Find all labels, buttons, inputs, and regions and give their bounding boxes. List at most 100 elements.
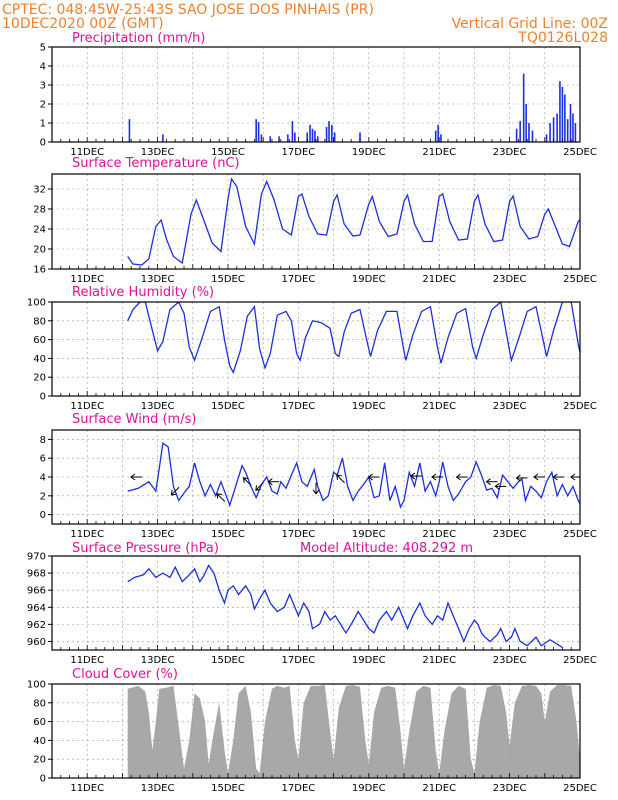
- precip-bar: [331, 124, 333, 142]
- x-tick-label: 23DEC: [493, 274, 527, 285]
- precip-bar: [437, 124, 439, 142]
- precip-bar: [522, 73, 525, 142]
- precip-bar: [528, 123, 530, 142]
- x-tick-label: 11DEC: [70, 655, 104, 666]
- wind-arrow: [170, 486, 180, 496]
- wind-arrow: [255, 482, 264, 491]
- precip-bar: [531, 130, 534, 142]
- y-tick-label: 16: [33, 265, 46, 276]
- wind-arrow: [367, 473, 380, 481]
- wind-arrow: [267, 478, 280, 486]
- wind-arrow: [515, 474, 528, 482]
- precip-bar: [314, 130, 316, 142]
- model-altitude-label: Model Altitude: 408.292 m: [300, 541, 473, 556]
- plot-frame: [51, 173, 581, 270]
- precip-bar: [556, 113, 558, 142]
- precip-bar: [328, 121, 330, 142]
- y-tick-label: 28: [33, 205, 46, 216]
- y-tick-label: 2: [40, 100, 46, 111]
- y-tick-label: 80: [33, 698, 46, 709]
- cloud-cover-panel: Cloud Cover (%) 0 20 40 60 80 100 11DEC 13DEC 15…: [27, 667, 597, 794]
- precip-bar: [559, 81, 561, 142]
- precip-bar: [257, 122, 260, 142]
- y-tick-label: 100: [27, 298, 46, 309]
- precip-bar: [260, 134, 263, 142]
- y-tick-label: 962: [27, 620, 46, 631]
- x-tick-label: 23DEC: [493, 655, 527, 666]
- wind-arrow: [590, 473, 601, 479]
- y-tick-label: 1: [40, 119, 46, 130]
- series-line: [127, 442, 580, 509]
- x-tick-label: 15DEC: [211, 529, 245, 540]
- x-tick-label: 13DEC: [141, 529, 175, 540]
- precip-bar: [552, 117, 555, 142]
- plot-area: [52, 47, 611, 142]
- x-tick-label: 13DEC: [141, 783, 175, 794]
- precip-bar: [291, 121, 294, 142]
- x-tick-label: 21DEC: [422, 655, 456, 666]
- y-tick-label: 0: [40, 138, 46, 149]
- wind-arrow: [242, 477, 252, 486]
- x-tick-label: 17DEC: [282, 147, 316, 158]
- y-tick-label: 20: [33, 245, 46, 256]
- wind-arrow: [312, 482, 320, 495]
- x-tick-label: 15DEC: [211, 401, 245, 412]
- y-tick-label: 0: [40, 774, 46, 785]
- pressure-panel: Surface Pressure (hPa) Model Altitude: 4…: [27, 541, 597, 666]
- y-tick-label: 0: [40, 392, 46, 403]
- x-tick-label: 21DEC: [422, 274, 456, 285]
- temperature-title: Surface Temperature (nC): [72, 156, 240, 171]
- plot-frame: [51, 555, 581, 651]
- y-tick-label: 0: [40, 510, 46, 521]
- x-tick-label: 11DEC: [70, 147, 104, 158]
- precip-bar: [278, 136, 280, 142]
- humidity-title: Relative Humidity (%): [72, 285, 214, 300]
- precip-bar: [325, 126, 328, 142]
- plot-frame: [51, 46, 581, 143]
- y-tick-label: 2: [40, 491, 46, 502]
- precip-bar: [306, 132, 308, 142]
- precip-bar: [316, 136, 319, 142]
- x-tick-label: 21DEC: [422, 529, 456, 540]
- plot-frame: [51, 301, 581, 397]
- x-tick-label: 13DEC: [141, 655, 175, 666]
- series-line: [127, 564, 563, 648]
- x-tick-label: 25DEC: [563, 401, 597, 412]
- wind-arrow: [130, 473, 142, 481]
- x-tick-label: 17DEC: [282, 529, 316, 540]
- x-tick-label: 23DEC: [493, 783, 527, 794]
- precip-bar: [333, 132, 336, 142]
- wind-arrow: [455, 473, 468, 481]
- wind-arrow: [431, 473, 443, 481]
- precip-bar: [545, 134, 548, 142]
- x-tick-label: 23DEC: [493, 147, 527, 158]
- y-tick-label: 3: [40, 81, 46, 92]
- x-tick-label: 19DEC: [352, 274, 386, 285]
- x-tick-label: 19DEC: [352, 147, 386, 158]
- y-tick-label: 60: [33, 335, 46, 346]
- plot-area: [52, 684, 580, 778]
- precip-bar: [569, 104, 572, 142]
- pressure-title: Surface Pressure (hPa): [72, 541, 219, 556]
- x-tick-label: 13DEC: [141, 401, 175, 412]
- x-tick-label: 19DEC: [352, 529, 386, 540]
- y-tick-label: 964: [27, 603, 46, 614]
- precip-bar: [572, 113, 574, 142]
- precip-bar: [162, 134, 164, 142]
- y-tick-label: 970: [27, 552, 46, 563]
- precip-bar: [609, 127, 611, 142]
- header-date: 10DEC2020 00Z (GMT): [2, 16, 164, 32]
- precip-bar: [294, 132, 296, 142]
- plot-area: [52, 302, 580, 396]
- precip-bar: [574, 123, 577, 142]
- x-tick-label: 23DEC: [493, 401, 527, 412]
- x-tick-label: 17DEC: [282, 783, 316, 794]
- humidity-panel: Relative Humidity (%) 0 20 40 60 80 100 11DEC 1…: [27, 285, 597, 412]
- y-tick-label: 5: [40, 43, 46, 54]
- wind-arrow: [494, 483, 507, 490]
- precip-bar: [269, 136, 272, 142]
- y-tick-label: 966: [27, 586, 46, 597]
- series-line: [127, 302, 580, 375]
- x-tick-label: 15DEC: [211, 655, 245, 666]
